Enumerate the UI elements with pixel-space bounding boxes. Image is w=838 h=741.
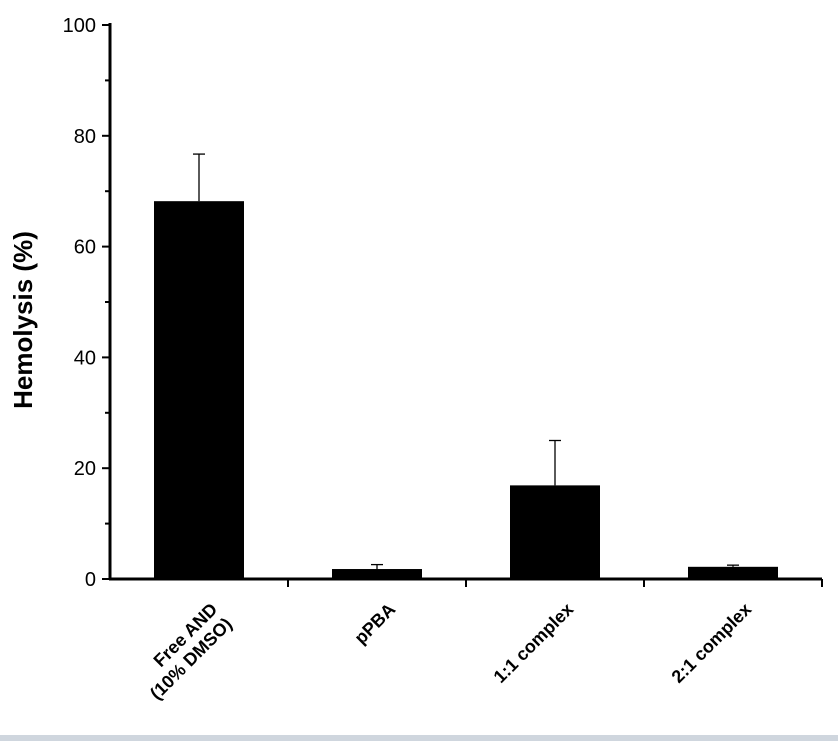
bottom-rule	[0, 735, 838, 741]
bar-3	[688, 566, 778, 579]
y-tick-labels: 0 20 40 60 80 100	[63, 15, 96, 591]
y-tick-label-3: 60	[74, 237, 96, 259]
category-label-1: pPBA	[350, 599, 399, 648]
y-tick-label-4: 80	[74, 126, 96, 148]
y-tick-label-1: 20	[74, 458, 96, 480]
category-label-3: 2:1 complex	[668, 599, 756, 687]
category-labels: Free AND(10% DMSO) pPBA 1:1 complex 2:1 com…	[131, 599, 756, 703]
y-axis-title: Hemolysis (%)	[8, 231, 38, 409]
y-tick-label-2: 40	[74, 347, 96, 369]
bar-2	[510, 485, 600, 579]
category-label-2: 1:1 complex	[490, 599, 578, 687]
bar-1	[332, 569, 422, 579]
bar-0	[154, 201, 244, 579]
error-bars-group	[193, 153, 739, 570]
axes-group	[102, 23, 823, 587]
y-tick-label-0: 0	[85, 569, 96, 591]
y-tick-label-5: 100	[63, 15, 96, 37]
category-label-0: Free AND(10% DMSO)	[131, 599, 235, 703]
bars-group	[154, 201, 778, 579]
